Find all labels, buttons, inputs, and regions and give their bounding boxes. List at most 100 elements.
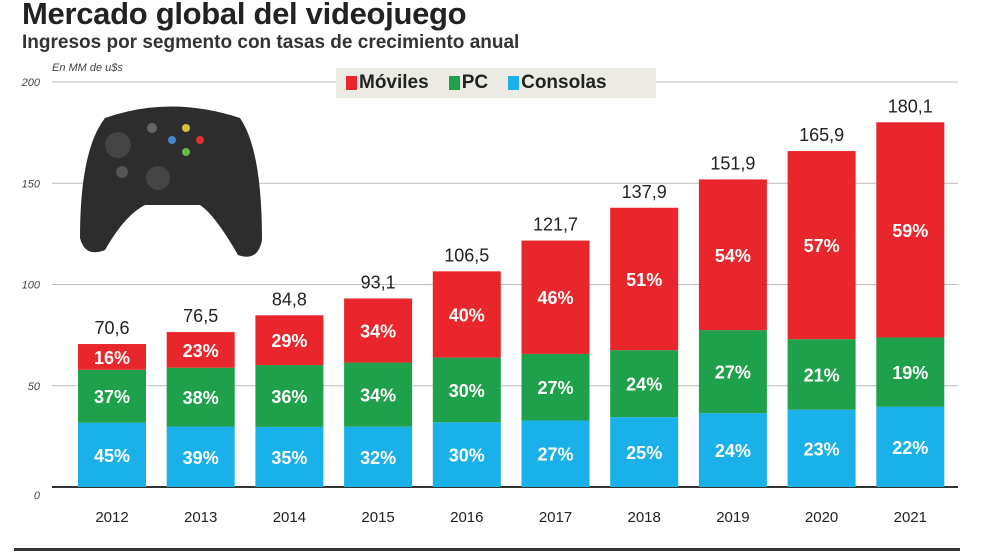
bar-segment-móviles: [166, 332, 235, 368]
x-tick-label: 2015: [361, 509, 394, 526]
segment-share-label: 35%: [271, 448, 307, 468]
segment-share-label: 21%: [804, 365, 840, 385]
segment-share-label: 36%: [271, 387, 307, 407]
segment-share-label: 34%: [360, 386, 396, 406]
y-tick-label: 0: [34, 490, 41, 502]
total-label: 121,7: [533, 215, 578, 235]
bar-segment-móviles: [876, 122, 945, 338]
chart-title: Mercado global del videojuego: [22, 0, 467, 31]
bar-segment-pc: [787, 339, 856, 410]
x-tick-label: 2019: [716, 509, 749, 526]
x-tick-label: 2021: [894, 509, 927, 526]
game-controller-icon: [80, 106, 262, 257]
x-tick-label: 2020: [805, 509, 838, 526]
segment-share-label: 25%: [626, 443, 662, 463]
segment-share-label: 30%: [449, 381, 485, 401]
bar-segment-consolas: [166, 426, 235, 487]
bar-segment-consolas: [521, 420, 590, 487]
bar-segment-pc: [521, 353, 590, 421]
bar-segment-pc: [344, 362, 413, 427]
legend-item-moviles: Móviles: [346, 72, 429, 94]
x-tick-label: 2016: [450, 509, 483, 526]
bar-segment-consolas: [344, 426, 413, 487]
total-label: 165,9: [799, 125, 844, 145]
bar-segment-consolas: [610, 417, 679, 487]
bar-segment-consolas: [787, 409, 856, 487]
x-tick-label: 2013: [184, 509, 217, 526]
segment-share-label: 16%: [94, 348, 130, 368]
bar-segment-pc: [876, 337, 945, 407]
bar-segment-móviles: [610, 207, 679, 351]
segment-share-label: 22%: [892, 438, 928, 458]
bar-segment-móviles: [521, 240, 590, 354]
bar-segment-móviles: [255, 315, 324, 366]
segment-share-label: 29%: [271, 331, 307, 351]
legend-swatch: [346, 76, 357, 90]
bar-segment-pc: [698, 330, 767, 414]
total-label: 151,9: [710, 153, 755, 173]
segment-share-label: 46%: [537, 288, 573, 308]
bar-segment-pc: [255, 365, 324, 427]
segment-share-label: 38%: [183, 388, 219, 408]
legend-label: Móviles: [359, 72, 429, 93]
bar-segment-consolas: [432, 422, 501, 487]
segment-share-label: 23%: [804, 439, 840, 459]
legend-item-consolas: Consolas: [508, 72, 607, 94]
segment-share-label: 40%: [449, 305, 485, 325]
segment-share-label: 39%: [183, 448, 219, 468]
total-label: 76,5: [183, 306, 218, 326]
segment-share-label: 30%: [449, 446, 485, 466]
segment-share-label: 23%: [183, 341, 219, 361]
total-label: 137,9: [622, 182, 667, 202]
footer-rule: [14, 548, 960, 551]
segment-share-label: 54%: [715, 246, 751, 266]
segment-share-label: 45%: [94, 446, 130, 466]
segment-share-label: 57%: [804, 236, 840, 256]
total-label: 180,1: [888, 96, 933, 116]
legend-item-pc: PC: [448, 72, 489, 94]
bar-segment-pc: [432, 357, 501, 423]
y-tick-label: 50: [28, 381, 41, 393]
bar-segment-pc: [78, 369, 146, 423]
bar-segment-consolas: [698, 413, 767, 487]
bar-segment-móviles: [698, 179, 767, 331]
y-tick-label: 100: [22, 280, 41, 292]
y-tick-label: 200: [21, 77, 41, 89]
segment-share-label: 19%: [892, 363, 928, 383]
x-tick-label: 2018: [628, 509, 661, 526]
segment-share-label: 27%: [537, 445, 573, 465]
legend-swatch: [508, 76, 520, 90]
segment-share-label: 24%: [715, 441, 751, 461]
bar-segment-consolas: [255, 426, 324, 487]
bar-segment-consolas: [78, 422, 146, 487]
x-tick-label: 2012: [95, 509, 128, 526]
segment-share-label: 59%: [892, 221, 928, 241]
bar-segment-móviles: [344, 298, 413, 363]
chart-subtitle: Ingresos por segmento con tasas de creci…: [22, 32, 520, 53]
legend-swatch: [448, 76, 460, 90]
segment-share-label: 24%: [626, 375, 662, 395]
bar-segment-móviles: [78, 344, 146, 370]
legend: Móviles PC Consolas: [336, 68, 656, 98]
legend-label: Consolas: [521, 72, 607, 93]
bar-segment-móviles: [432, 271, 501, 358]
segment-share-label: 27%: [537, 378, 573, 398]
x-tick-label: 2017: [539, 509, 572, 526]
segment-share-label: 51%: [626, 270, 662, 290]
y-tick-label: 150: [22, 178, 41, 190]
bar-segment-pc: [166, 367, 235, 427]
total-label: 70,6: [94, 318, 129, 338]
segment-share-label: 37%: [94, 387, 130, 407]
bar-segment-pc: [610, 350, 679, 418]
total-label: 93,1: [361, 272, 396, 292]
x-tick-label: 2014: [273, 509, 306, 526]
total-label: 84,8: [272, 289, 307, 309]
bar-segment-móviles: [787, 151, 856, 340]
y-axis-label: En MM de u$s: [52, 62, 123, 74]
legend-label: PC: [461, 72, 489, 93]
segment-share-label: 27%: [715, 363, 751, 383]
segment-share-label: 32%: [360, 448, 396, 468]
total-label: 106,5: [444, 245, 489, 265]
